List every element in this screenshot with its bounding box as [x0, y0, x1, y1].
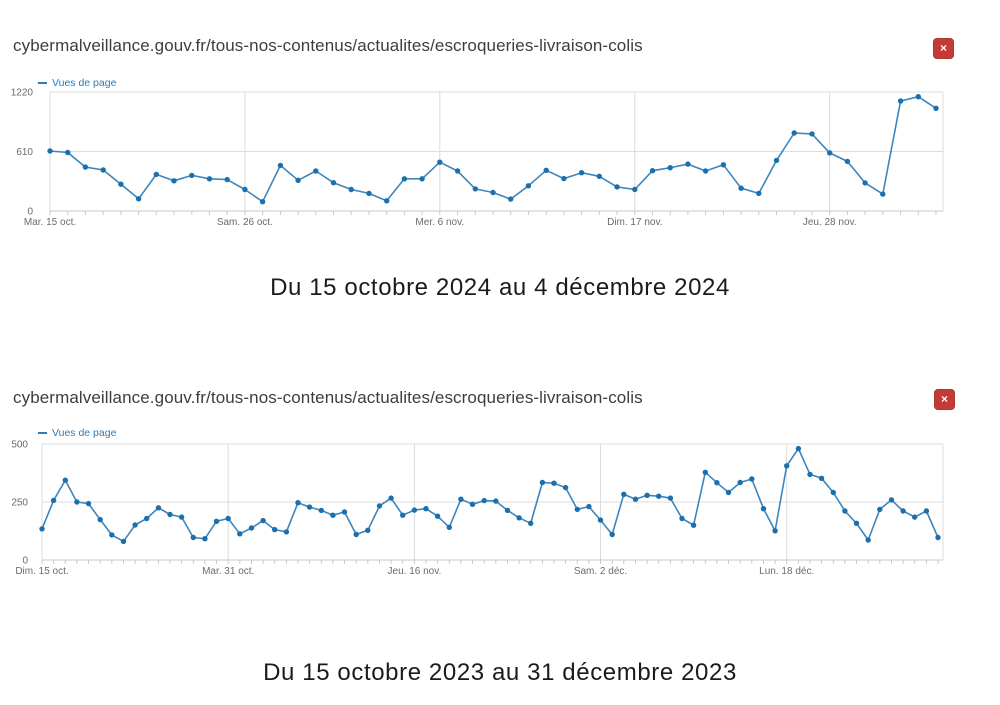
svg-text:Sam. 2 déc.: Sam. 2 déc.: [574, 566, 627, 577]
svg-text:Mar. 15 oct.: Mar. 15 oct.: [24, 217, 76, 228]
svg-text:1220: 1220: [11, 88, 34, 99]
svg-text:Mer. 6 nov.: Mer. 6 nov.: [415, 217, 464, 228]
svg-text:Sam. 26 oct.: Sam. 26 oct.: [217, 217, 273, 228]
close-button-2023[interactable]: ×: [934, 389, 955, 410]
legend-line-icon: [38, 81, 47, 85]
legend-line-icon: [38, 431, 47, 435]
svg-text:0: 0: [22, 556, 28, 567]
pageviews-line-chart-2024: 0 610 1220 Mar. 15 oct. Sam. 26 oct. Mer. 6 n…: [11, 88, 944, 228]
legend-label: Vues de page: [52, 77, 117, 89]
legend-vues-de-page-2024: Vues de page: [38, 77, 116, 89]
date-range-caption-2023: Du 15 octobre 2023 au 31 décembre 2023: [263, 659, 737, 686]
svg-text:Jeu. 28 nov.: Jeu. 28 nov.: [803, 217, 857, 228]
svg-text:250: 250: [11, 498, 28, 509]
svg-text:Jeu. 16 nov.: Jeu. 16 nov.: [388, 566, 442, 577]
legend-label: Vues de page: [52, 427, 117, 439]
chart-url-title-2024: cybermalveillance.gouv.fr/tous-nos-conte…: [13, 36, 643, 55]
svg-text:Mar. 31 oct.: Mar. 31 oct.: [202, 566, 254, 577]
close-button-2024[interactable]: ×: [933, 38, 954, 59]
svg-text:Dim. 15 oct.: Dim. 15 oct.: [15, 566, 68, 577]
svg-text:Dim. 17 nov.: Dim. 17 nov.: [607, 217, 662, 228]
svg-text:500: 500: [11, 440, 28, 451]
chart-url-title-2023: cybermalveillance.gouv.fr/tous-nos-conte…: [13, 388, 643, 407]
close-icon: ×: [940, 392, 948, 406]
svg-text:Lun. 18 déc.: Lun. 18 déc.: [759, 566, 814, 577]
pageviews-line-chart-2023: 0 250 500 Dim. 15 oct. Mar. 31 oct. Jeu. 16 n…: [11, 440, 944, 577]
close-icon: ×: [939, 41, 947, 55]
legend-vues-de-page-2023: Vues de page: [38, 427, 116, 439]
svg-text:610: 610: [16, 147, 33, 158]
date-range-caption-2024: Du 15 octobre 2024 au 4 décembre 2024: [270, 274, 730, 301]
svg-text:0: 0: [27, 207, 33, 218]
